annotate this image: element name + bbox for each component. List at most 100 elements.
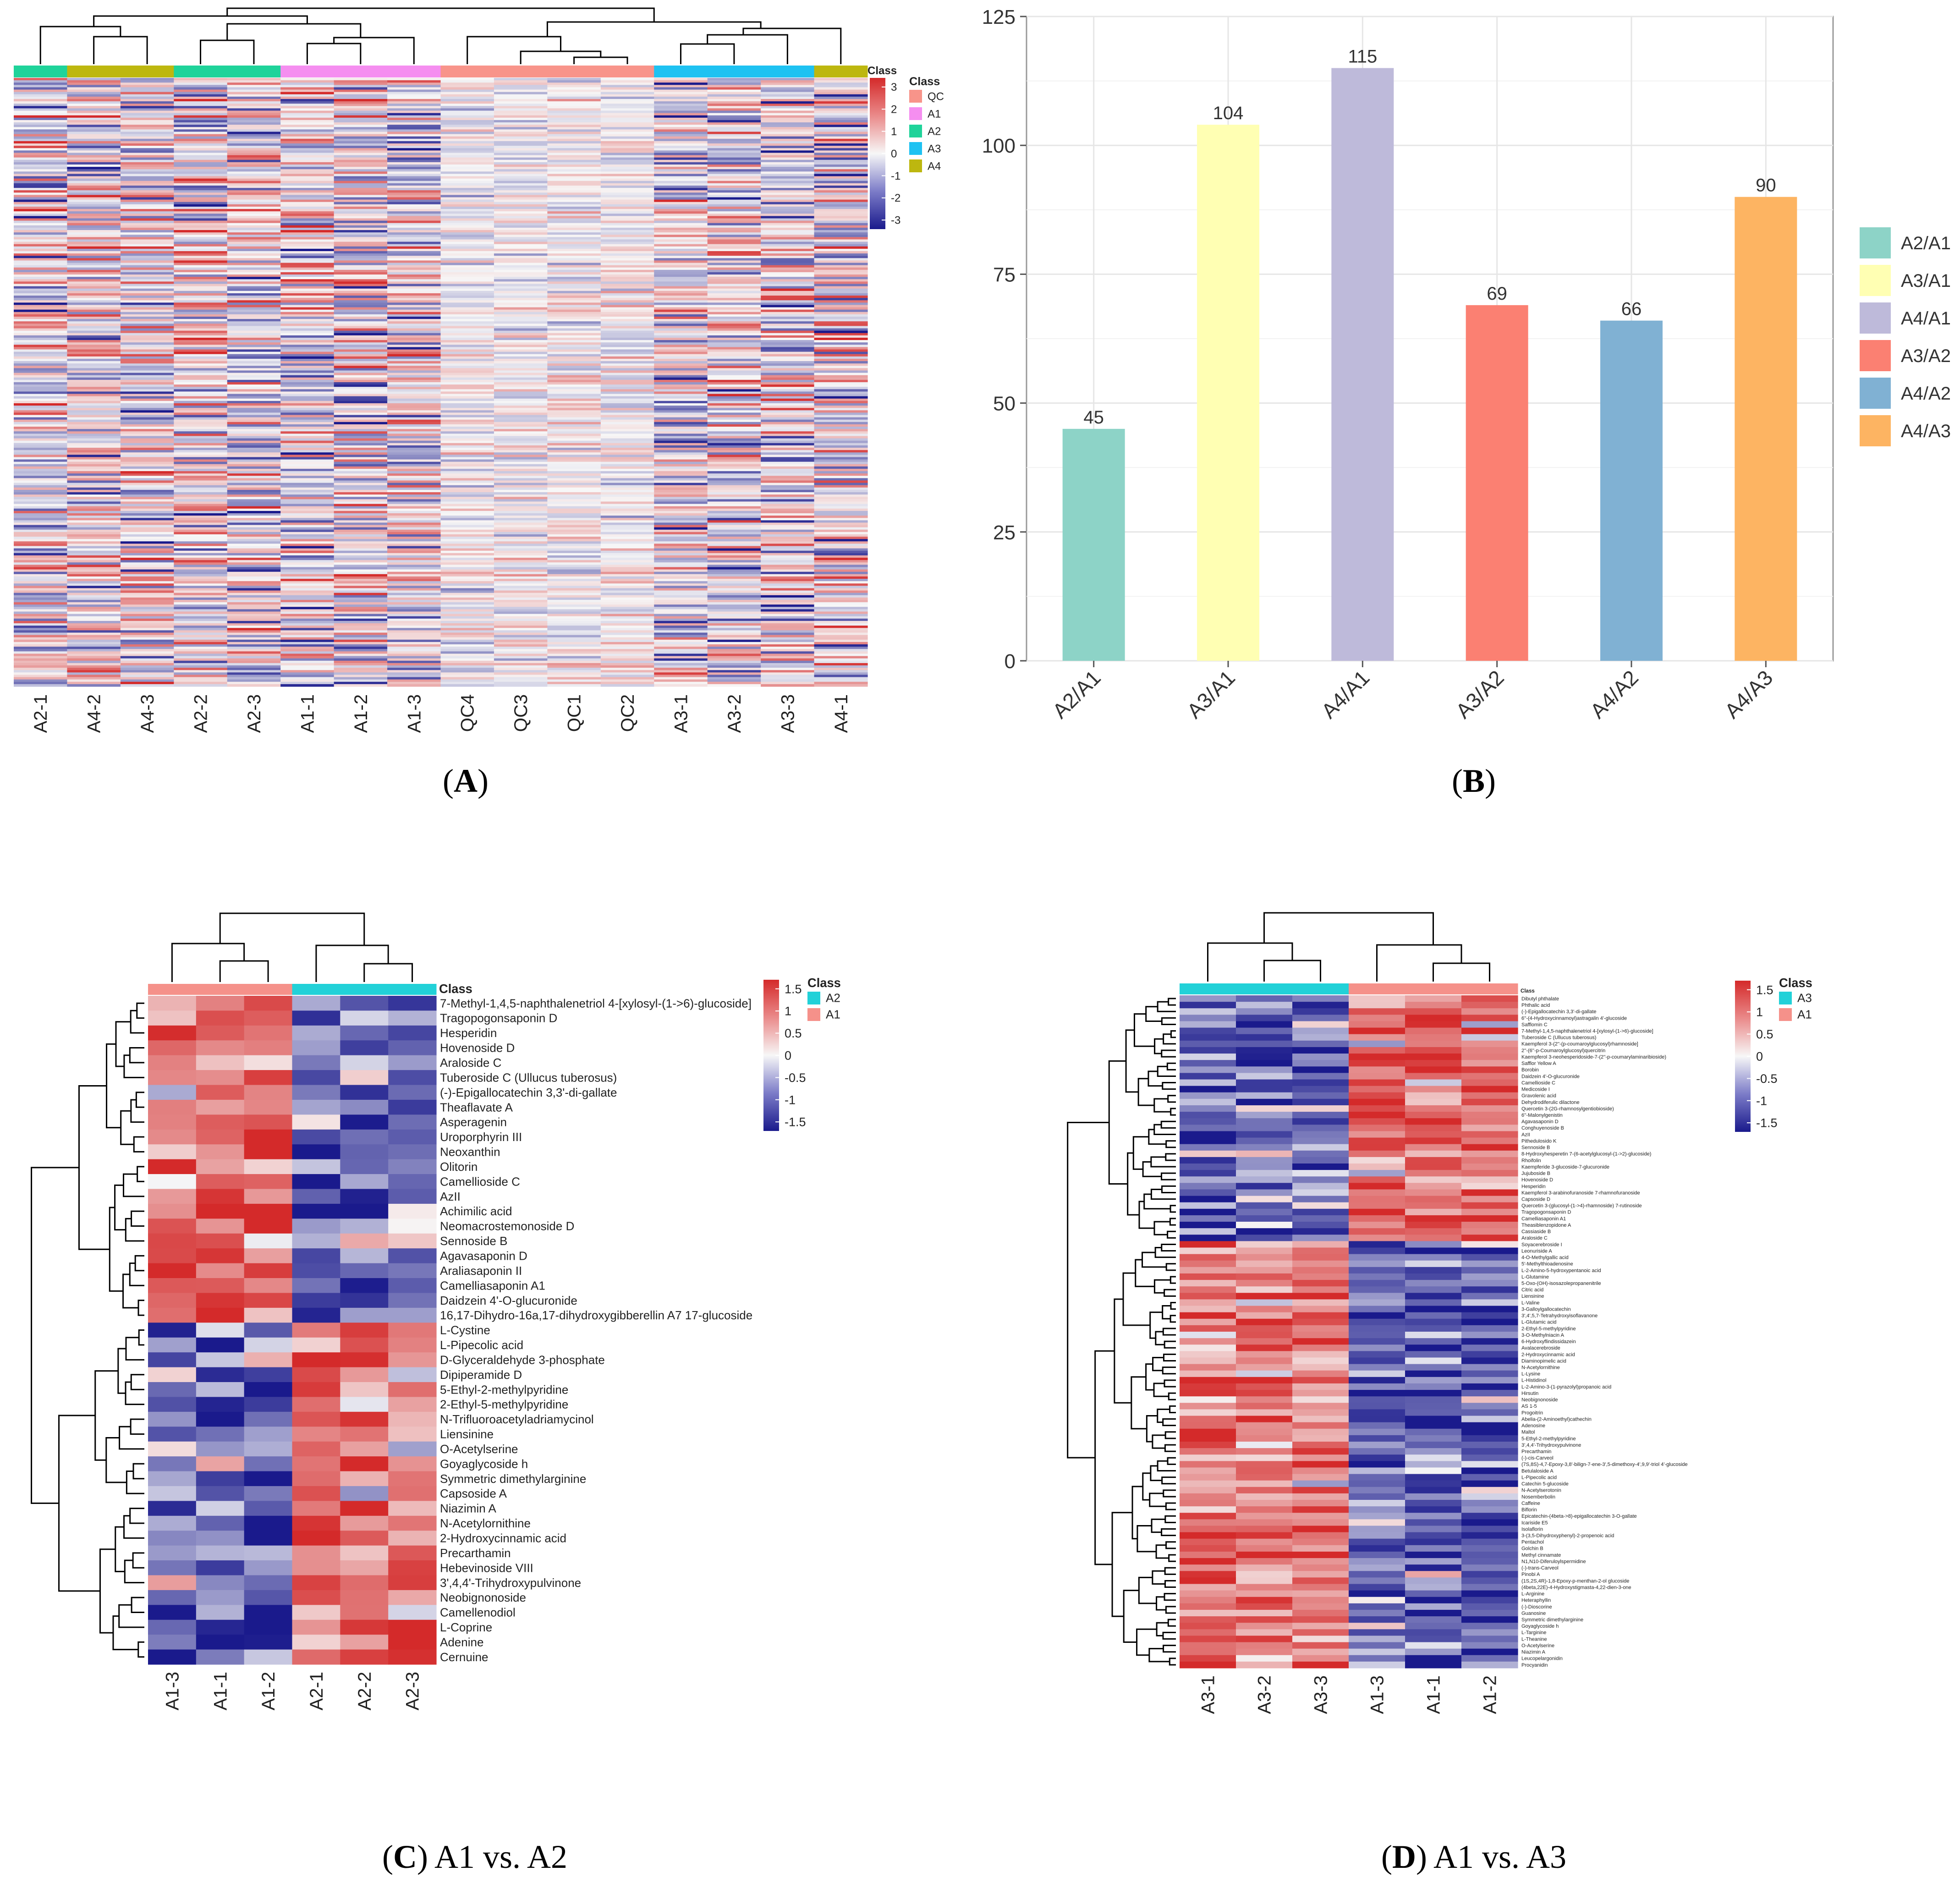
panel-a-heatmap-cell [280,658,335,661]
panel-a-heatmap-cell [387,483,441,486]
panel-a-heatmap-cell [67,494,121,497]
panel-a-heatmap-cell [494,665,548,668]
panel-a-heatmap-cell [227,541,281,544]
panel-a-heatmap-cell [67,80,121,83]
panel-a-heatmap-cell [761,417,815,420]
panel-a-heatmap-cell [494,677,548,680]
panel-a-heatmap-cell [14,279,68,282]
panel-a-heatmap-cell [761,567,815,570]
panel-a-heatmap-cell [387,143,441,146]
panel-a-heatmap-cell [547,539,601,542]
panel-a-heatmap-cell [547,391,601,395]
panel-a-heatmap-cell [547,96,601,99]
panel-a-heatmap-cell [547,506,601,509]
panel-a-heatmap-cell [14,326,68,329]
panel-a-heatmap-cell [334,471,388,474]
panel-a-heatmap-cell [814,316,868,319]
panel-a-heatmap-cell [387,232,441,235]
panel-a-heatmap-cell [654,553,708,556]
panel-a-heatmap-cell [280,620,335,624]
panel-a-heatmap-cell [334,452,388,455]
panel-d-row-dendrogram-branch [1133,1013,1155,1047]
panel-a-heatmap-cell [14,220,68,224]
panel-a-heatmap-cell [547,127,601,130]
panel-a-heatmap-cell [387,305,441,308]
panel-a-heatmap-cell [174,328,228,331]
panel-b-y-tick-label: 75 [993,263,1016,286]
panel-a-heatmap-cell [547,342,601,345]
panel-a-heatmap-cell [814,576,868,579]
panel-a-heatmap-cell [334,190,388,193]
panel-a-heatmap-cell [440,368,494,371]
panel-a-heatmap-cell [280,342,335,345]
panel-a-heatmap-cell [707,602,761,605]
panel-a-heatmap-cell [814,508,868,511]
panel-a-heatmap-cell [600,214,654,216]
panel-a-heatmap-cell [440,406,494,408]
panel-a-dendrogram-branch [226,23,362,40]
panel-a-heatmap-cell [227,653,281,657]
panel-a-heatmap-cell [227,440,281,444]
panel-a-heatmap-cell [761,527,815,530]
panel-a-heatmap-cell [67,120,121,123]
panel-a-heatmap-cell [174,117,228,121]
panel-a-heatmap-cell [494,672,548,675]
panel-a-heatmap-cell [14,464,68,467]
panel-a-heatmap-cell [440,349,494,352]
panel-a-heatmap-cell [227,614,281,617]
panel-a-heatmap-cell [547,487,601,490]
panel-a-heatmap-cell [280,96,335,99]
panel-a-heatmap-cell [707,586,761,589]
panel-a-heatmap-cell [280,305,335,308]
panel-d-heatmap-cell [1292,1137,1349,1145]
panel-a-heatmap-cell [547,150,601,154]
panel-a-heatmap-cell [547,225,601,228]
panel-a-dendrogram-branch [93,15,308,27]
panel-a-heatmap-cell [761,146,815,148]
panel-a-heatmap-cell [334,632,388,636]
panel-a-heatmap-cell [387,209,441,212]
panel-a-heatmap-cell [387,274,441,277]
panel-a-heatmap-cell [761,626,815,628]
panel-a-heatmap-cell [227,379,281,383]
panel-c-heatmap-cell [244,1649,293,1665]
panel-a-heatmap-cell [14,227,68,231]
panel-c-row-dendrogram-branch [132,1463,144,1480]
panel-a-heatmap-cell [120,464,174,467]
panel-a-heatmap-cell [440,340,494,343]
panel-a-heatmap-cell [227,616,281,619]
panel-b-bar-label: 69 [1487,284,1507,304]
panel-a-heatmap-cell [67,579,121,582]
panel-d-heatmap-cell [1180,1034,1236,1041]
panel-c-heatmap-cell [148,1635,197,1650]
panel-a-heatmap-cell [387,225,441,228]
panel-d-row-dendrogram-branch [1151,1518,1165,1533]
panel-a-heatmap-cell [67,82,121,85]
panel-a-heatmap-cell [334,235,388,237]
panel-a-heatmap-cell [707,567,761,570]
panel-c-row-dendrogram-branch [131,1210,144,1227]
panel-a-heatmap-cell [120,85,174,88]
panel-d-heatmap-cell [1349,1008,1405,1015]
panel-a-heatmap-cell [67,218,121,221]
panel-a-heatmap-cell [67,626,121,628]
panel-a-heatmap-cell [174,246,228,249]
panel-a-heatmap-cell [14,153,68,156]
panel-a-heatmap-cell [547,209,601,212]
panel-a-heatmap-cell [280,183,335,186]
panel-a-heatmap-cell [494,113,548,116]
panel-a-heatmap-cell [174,220,228,224]
panel-a-heatmap-cell [227,377,281,380]
panel-a-heatmap-cell [334,167,388,170]
panel-a-heatmap-cell [600,92,654,95]
panel-a-heatmap-cell [707,616,761,619]
panel-a-heatmap-cell [280,438,335,441]
panel-d-heatmap-cell [1236,1118,1293,1125]
panel-a-heatmap-cell [547,471,601,474]
panel-c-heatmap-cell [244,1382,293,1397]
panel-c-heatmap-cell [340,1174,389,1190]
panel-a-heatmap-cell [600,134,654,137]
panel-a-heatmap-cell [280,223,335,226]
panel-a-heatmap-cell [761,679,815,682]
panel-a-heatmap-cell [67,672,121,675]
